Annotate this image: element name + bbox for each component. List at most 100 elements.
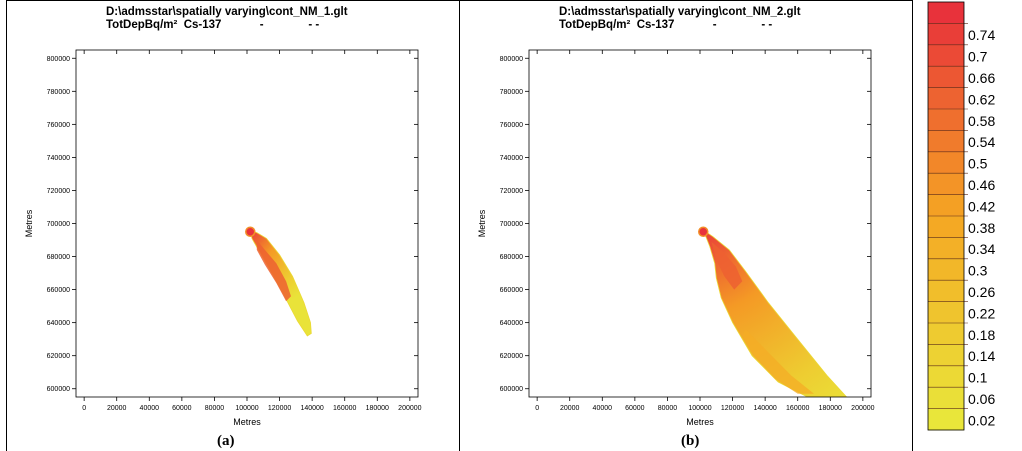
colorbar-band [928,323,964,345]
y-tick-label: 760000 [500,122,523,129]
colorbar-label: 0.66 [968,70,995,86]
y-tick-label: 620000 [500,353,523,360]
colorbar-band [928,87,964,110]
x-tick-label: 200000 [851,405,874,412]
colorbar-label: 0.14 [968,348,995,364]
top-border [6,0,913,1]
panel-b: D:\admsstar\spatially varying\cont_NM_2.… [459,0,912,451]
y-tick-label: 780000 [47,89,70,96]
y-tick-label: 760000 [47,122,70,129]
plot-axes-box [75,49,419,398]
y-tick-label: 660000 [500,287,523,294]
panel-a-caption: (a) [217,433,235,449]
x-tick-label: 160000 [786,405,809,412]
colorbar-band [928,151,964,174]
x-tick-label: 180000 [819,405,842,412]
y-tick-label: 680000 [47,254,70,261]
colorbar-band [928,258,964,281]
colorbar-label: 0.18 [968,327,995,343]
x-tick-label: 140000 [300,405,323,412]
colorbar-band [928,23,964,46]
colorbar-label: 0.22 [968,305,995,321]
colorbar-label: 0.3 [968,263,988,279]
x-tick-label: 180000 [366,405,389,412]
x-tick-label: 40000 [593,405,613,412]
colorbar-label: 0.7 [968,49,988,65]
panel-a-title: D:\admsstar\spatially varying\cont_NM_1.… [106,6,348,18]
y-axis-label: Metres [24,209,34,237]
release-source-point [245,226,256,238]
x-axis-label: Metres [686,417,714,427]
plume-secondary-region [742,329,814,394]
x-tick-label: 80000 [205,405,225,412]
colorbar-band [928,2,964,24]
x-tick-label: 0 [82,405,86,412]
x-tick-label: 60000 [625,405,645,412]
x-tick-label: 200000 [398,405,421,412]
colorbar-label: 0.26 [968,284,995,300]
colorbar-band [928,301,964,324]
panel-b-caption: (b) [681,433,700,449]
y-tick-label: 620000 [47,353,70,360]
x-tick-label: 20000 [560,405,580,412]
y-tick-label: 640000 [500,320,523,327]
y-tick-label: 740000 [500,155,523,162]
colorbar-band [928,387,964,409]
colorbar-label: 0.58 [968,113,995,129]
y-tick-label: 640000 [47,320,70,327]
y-tick-label: 800000 [500,56,523,63]
colorbar-legend: 0.74 0.7 0.66 0.62 0.58 0.54 0.5 0.46 0.42 0.38 0.… [927,1,995,431]
colorbar-label: 0.02 [968,412,995,428]
colorbar-band [928,173,964,195]
colorbar-label: 0.5 [968,156,988,172]
y-tick-label: 720000 [500,188,523,195]
divider-right [912,0,913,451]
y-tick-label: 720000 [47,188,70,195]
colorbar-band [928,280,964,302]
y-tick-label: 700000 [500,221,523,228]
colorbar-label: 0.46 [968,177,995,193]
colorbar-label: 0.06 [968,391,995,407]
panel-a-subtitle: TotDepBq/m² Cs-137 - - - [106,19,320,31]
x-tick-label: 160000 [333,405,356,412]
x-tick-label: 20000 [107,405,127,412]
colorbar-label: 0.1 [968,370,988,386]
colorbar-band [928,66,964,88]
divider-middle [459,0,460,451]
colorbar-band [928,237,964,260]
panel-b-title: D:\admsstar\spatially varying\cont_NM_2.… [559,6,801,18]
panel-a-plot: 0 20000 40000 60000 80000 100000 120000 140000 1… [24,49,422,427]
x-tick-label: 40000 [140,405,160,412]
release-source-point [698,226,709,238]
colorbar-band [928,365,964,388]
x-tick-label: 0 [535,405,539,412]
x-tick-label: 100000 [235,405,258,412]
colorbar-label: 0.74 [968,27,995,43]
y-tick-label: 740000 [47,155,70,162]
x-tick-label: 100000 [688,405,711,412]
plume-peak-region [256,240,291,302]
panel-b-plot: 0 20000 40000 60000 80000 100000 120000 140000 1… [477,49,875,427]
plume-peak-region [711,241,743,290]
x-tick-label: 120000 [268,405,291,412]
colorbar-label: 0.62 [968,91,995,107]
x-axis-label: Metres [233,417,261,427]
colorbar-label: 0.34 [968,241,995,257]
panel-a: D:\admsstar\spatially varying\cont_NM_1.… [6,0,459,451]
y-tick-label: 600000 [500,386,523,393]
colorbar-label: 0.38 [968,220,995,236]
y-tick-label: 600000 [47,386,70,393]
colorbar-label: 0.54 [968,134,995,150]
colorbar-label: 0.42 [968,198,995,214]
colorbar-band [928,216,964,238]
colorbar-band [928,194,964,217]
plume-outline [702,229,848,397]
plot-axes-box [528,49,872,398]
colorbar-band [928,344,964,367]
y-tick-label: 780000 [500,89,523,96]
x-tick-label: 120000 [721,405,744,412]
colorbar-band [928,130,964,153]
colorbar-band [928,44,964,67]
colorbar-band [928,408,964,431]
